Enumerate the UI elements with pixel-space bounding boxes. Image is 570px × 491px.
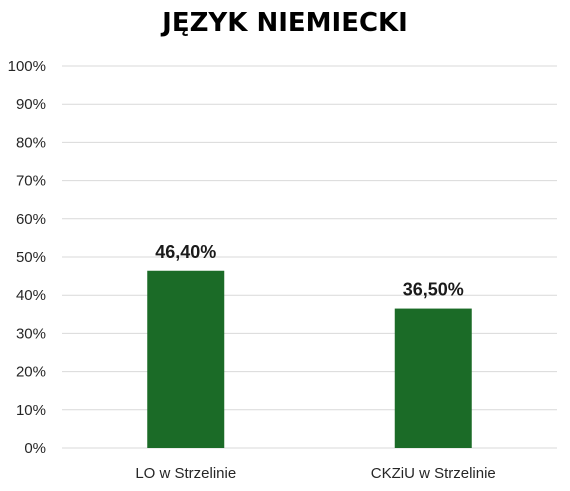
x-category-label: LO w Strzelinie	[135, 465, 236, 482]
bar	[147, 270, 225, 448]
y-tick-label: 10%	[16, 402, 46, 419]
y-tick-label: 0%	[24, 440, 46, 457]
bar	[394, 308, 472, 448]
y-tick-label: 40%	[16, 287, 46, 304]
data-label: 46,40%	[155, 242, 216, 262]
x-category-label: CKZiU w Strzelinie	[371, 465, 496, 482]
y-tick-label: 30%	[16, 325, 46, 342]
y-tick-label: 80%	[16, 134, 46, 151]
y-tick-label: 100%	[8, 58, 46, 75]
y-tick-label: 70%	[16, 173, 46, 190]
y-tick-label: 20%	[16, 364, 46, 381]
data-label: 36,50%	[403, 280, 464, 300]
y-tick-label: 60%	[16, 211, 46, 228]
chart-title: JĘZYK NIEMIECKI	[162, 8, 408, 38]
y-tick-label: 90%	[16, 96, 46, 113]
y-tick-label: 50%	[16, 249, 46, 266]
